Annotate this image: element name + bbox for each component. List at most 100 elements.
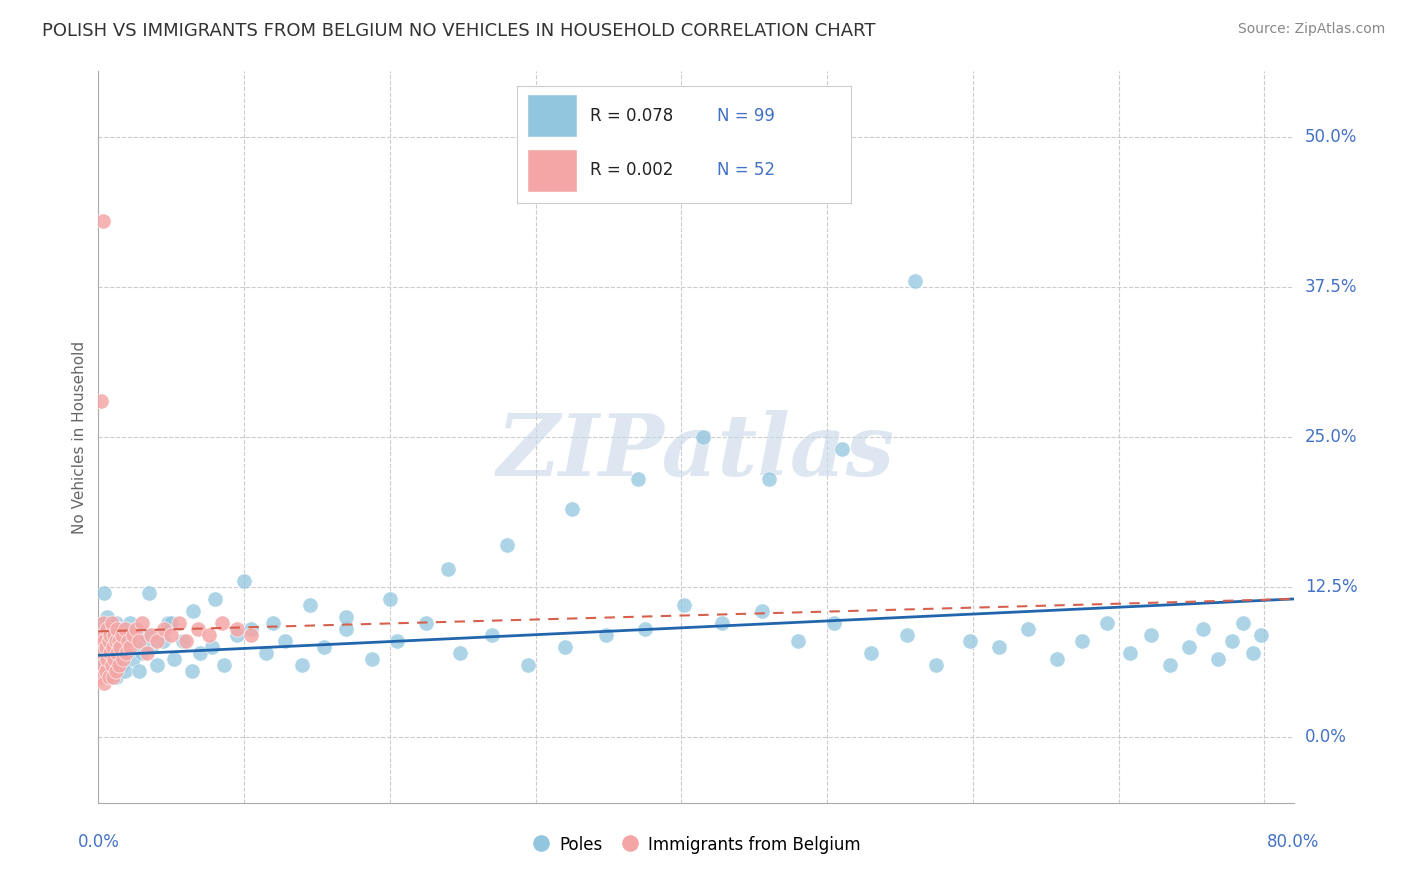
Point (91, 214, 114, 228)
Point (896, 628, 918, 642)
Point (94, 640, 117, 654)
Point (96, 628, 118, 642)
Point (91, 657, 114, 672)
Point (100, 640, 122, 654)
Point (262, 615, 284, 630)
Point (104, 615, 127, 630)
Point (108, 634, 131, 648)
Point (925, 657, 948, 672)
Point (110, 622, 132, 636)
Point (93, 634, 115, 648)
Legend: Poles, Immigrants from Belgium: Poles, Immigrants from Belgium (524, 829, 868, 860)
Point (335, 622, 357, 636)
Point (163, 652, 186, 666)
Point (125, 634, 148, 648)
Point (93, 676, 115, 690)
Point (96, 622, 118, 636)
Point (110, 640, 132, 654)
Point (131, 646, 153, 660)
Point (97, 670, 120, 684)
Point (120, 640, 142, 654)
Point (415, 615, 437, 630)
Point (758, 472, 780, 486)
Point (153, 622, 176, 636)
Point (91, 657, 114, 672)
Point (859, 646, 882, 660)
Point (111, 628, 134, 642)
Point (1206, 652, 1229, 666)
Point (711, 615, 734, 630)
Point (959, 634, 981, 648)
Point (180, 664, 202, 678)
Point (240, 628, 263, 642)
Point (211, 615, 233, 630)
Point (1071, 634, 1094, 648)
Point (97, 634, 120, 648)
Point (1250, 628, 1272, 642)
Point (97, 634, 120, 648)
Point (128, 634, 150, 648)
Point (108, 634, 131, 648)
Point (89, 646, 111, 660)
Point (94, 646, 117, 660)
Point (240, 622, 263, 636)
Point (131, 615, 153, 630)
Point (139, 628, 162, 642)
Point (160, 615, 183, 630)
Point (692, 430, 714, 444)
Point (112, 640, 135, 654)
Point (172, 634, 194, 648)
Point (103, 628, 125, 642)
Point (212, 657, 235, 672)
Point (135, 646, 157, 660)
Point (94, 670, 117, 684)
Point (751, 604, 773, 618)
Point (634, 622, 657, 636)
Text: 37.5%: 37.5% (1305, 278, 1357, 296)
Point (198, 628, 221, 642)
Point (1139, 628, 1161, 642)
Point (495, 538, 517, 552)
Text: 50.0%: 50.0% (1305, 128, 1357, 146)
Point (101, 657, 124, 672)
Point (1159, 657, 1181, 672)
Point (1046, 652, 1069, 666)
Point (225, 628, 247, 642)
Point (274, 634, 297, 648)
Point (135, 628, 157, 642)
Point (314, 640, 336, 654)
Point (122, 628, 145, 642)
Text: Source: ZipAtlas.com: Source: ZipAtlas.com (1237, 22, 1385, 37)
Point (437, 562, 460, 576)
Point (595, 628, 617, 642)
Point (125, 622, 148, 636)
Text: ZIPatlas: ZIPatlas (496, 410, 896, 493)
Point (673, 598, 696, 612)
Point (115, 646, 138, 660)
Point (160, 628, 183, 642)
Point (157, 615, 180, 630)
Point (561, 502, 583, 516)
Point (291, 657, 314, 672)
Point (103, 646, 125, 660)
Point (145, 634, 167, 648)
Point (481, 628, 503, 642)
Point (97, 652, 120, 666)
Text: 12.5%: 12.5% (1305, 578, 1357, 596)
Point (91, 615, 114, 630)
Point (94, 664, 117, 678)
Point (1177, 640, 1199, 654)
Point (98, 646, 121, 660)
Point (361, 652, 384, 666)
Text: 80.0%: 80.0% (1267, 833, 1320, 851)
Point (823, 615, 845, 630)
Point (114, 622, 136, 636)
Point (101, 640, 124, 654)
Point (90, 670, 112, 684)
Point (298, 598, 321, 612)
Point (787, 634, 810, 648)
Point (1241, 646, 1264, 660)
Point (96, 610, 118, 624)
Point (254, 646, 277, 660)
Point (96, 652, 118, 666)
